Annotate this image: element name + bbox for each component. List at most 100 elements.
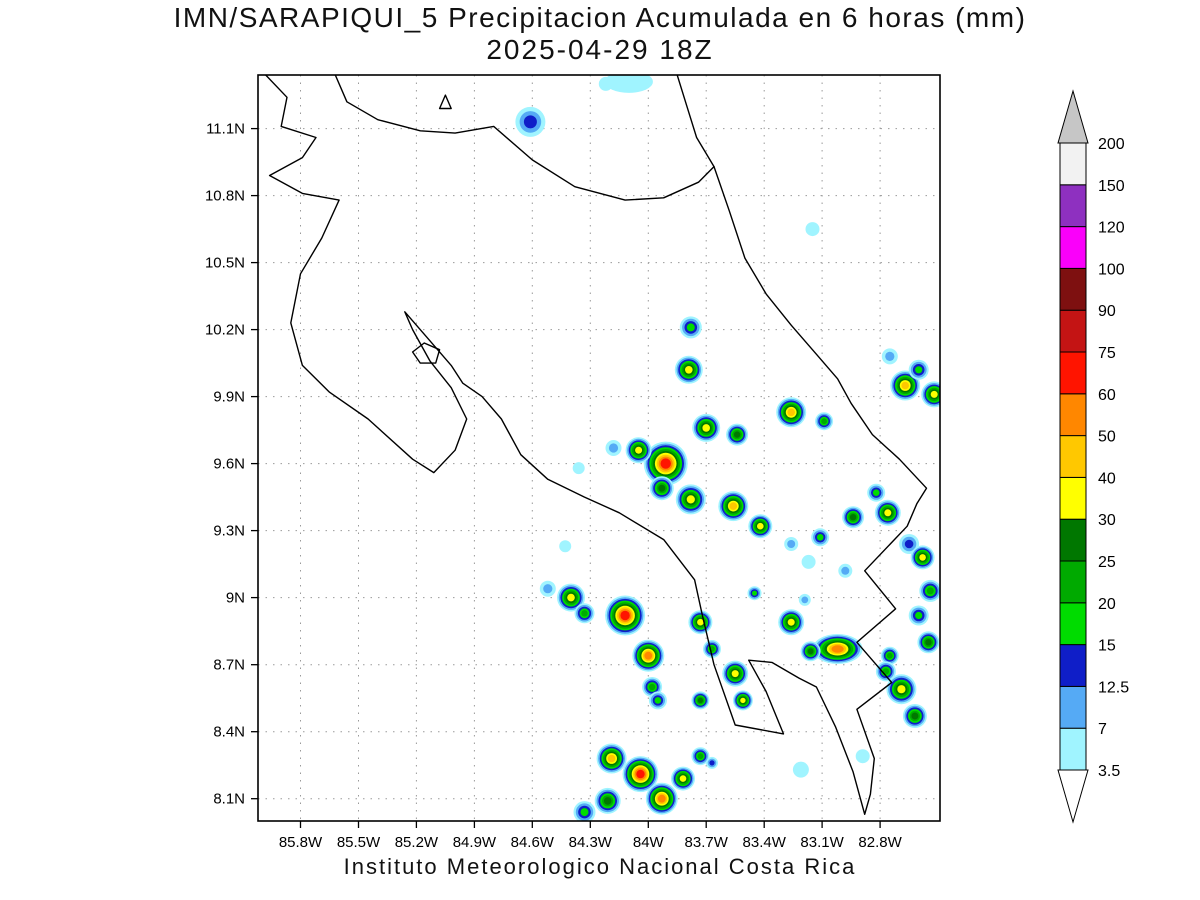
lon-label: 85.2W <box>395 834 439 851</box>
colorbar-segment <box>1059 644 1087 687</box>
precip-ring <box>930 390 938 398</box>
precip-cell <box>515 106 546 137</box>
precip-cell <box>867 483 886 502</box>
colorbar-label: 150 <box>1098 178 1125 195</box>
colorbar-segment <box>1059 351 1087 395</box>
precip-cell <box>726 423 749 446</box>
colorbar-label: 40 <box>1098 470 1116 487</box>
precip-ring <box>697 618 704 626</box>
lon-label: 85.8W <box>279 834 323 851</box>
chart-subtitle: 2025-04-29 18Z <box>486 34 714 65</box>
precip-ring <box>709 760 715 766</box>
precip-cell <box>605 595 646 636</box>
precip-ring <box>757 522 764 530</box>
lat-label: 10.5N <box>205 255 245 272</box>
precip-ring <box>925 639 932 646</box>
coastline <box>438 94 452 110</box>
precip-cell <box>692 413 721 442</box>
colorbar-label: 12.5 <box>1098 679 1129 696</box>
precip-cell <box>875 661 896 682</box>
precip-cell <box>874 499 901 526</box>
precip-ring <box>697 697 703 704</box>
precip-ring <box>559 540 572 553</box>
lat-label: 8.1N <box>213 791 245 808</box>
precip-ring <box>926 587 934 595</box>
precip-cell <box>632 639 665 672</box>
lat-label: 9.3N <box>213 523 245 540</box>
colorbar-segment <box>1059 602 1087 646</box>
precip-ring <box>787 408 795 417</box>
precip-ring <box>608 443 619 453</box>
precip-ring <box>603 797 612 805</box>
precip-cell <box>886 674 917 705</box>
precip-cell <box>801 554 816 569</box>
precip-ring <box>821 418 827 425</box>
precip-ring <box>801 596 809 604</box>
colorbar: 3.5 7 12.5 15 20 25 30 40 50 60 75 90 100 120 150 200 <box>1057 89 1129 824</box>
colorbar-segment <box>1059 476 1087 520</box>
precip-cell <box>598 76 613 91</box>
precip-cell <box>539 580 556 597</box>
lon-label: 84.9W <box>453 834 497 851</box>
precip-ring <box>636 769 645 779</box>
precip-cell <box>908 359 929 380</box>
lon-label: 85.5W <box>337 834 381 851</box>
precip-cell <box>910 545 935 570</box>
precip-ring <box>657 794 666 803</box>
lat-label: 9.9N <box>213 389 245 406</box>
lon-label: 82.8W <box>858 834 902 851</box>
lat-label: 9N <box>226 590 245 607</box>
colorbar-label: 200 <box>1098 136 1125 153</box>
precip-cell <box>776 397 807 428</box>
lat-label: 9.6N <box>213 456 245 473</box>
precip-ring <box>644 651 653 660</box>
precip-cell <box>748 514 773 539</box>
precip-ring <box>733 431 741 438</box>
colorbar-segment <box>1059 309 1087 353</box>
precip-cell <box>706 756 718 769</box>
precip-ring <box>915 611 923 620</box>
precip-ring <box>580 808 589 817</box>
precip-ring <box>697 753 704 760</box>
precip-cell <box>902 704 927 728</box>
precip-cell <box>643 441 688 486</box>
precip-ring <box>604 75 653 93</box>
colorbar-segment <box>1059 560 1087 604</box>
precip-ring <box>787 540 796 548</box>
precip-ring <box>915 366 923 374</box>
precip-cell <box>881 348 898 365</box>
precip-cell <box>688 610 713 635</box>
map-frame <box>257 74 941 822</box>
colorbar-label: 120 <box>1098 220 1125 237</box>
map-layers <box>258 75 940 821</box>
colorbar-segment <box>1059 142 1087 186</box>
colorbar-label: 75 <box>1098 345 1116 362</box>
precip-ring <box>792 761 809 778</box>
colorbar-segment <box>1059 435 1087 478</box>
colorbar-label: 60 <box>1098 387 1116 404</box>
precip-cell <box>722 660 749 687</box>
lon-label: 84.3W <box>569 834 613 851</box>
precip-ring <box>787 618 795 626</box>
coastline <box>411 342 441 364</box>
precip-ring <box>607 754 616 763</box>
precip-cell <box>594 787 621 814</box>
precip-ring <box>901 381 909 390</box>
precip-ring <box>598 76 613 91</box>
colorbar-label: 7 <box>1098 721 1107 738</box>
precip-ring <box>886 652 893 659</box>
precip-cell <box>649 476 674 501</box>
colorbar-segment <box>1059 226 1087 269</box>
precip-cell <box>792 761 809 778</box>
coastline <box>264 75 928 815</box>
precip-ring <box>648 683 656 691</box>
precip-ring <box>660 458 671 469</box>
precip-ring <box>740 697 746 704</box>
precip-cell <box>805 222 820 237</box>
precip-ring <box>729 502 738 510</box>
colorbar-segment <box>1059 518 1087 562</box>
precip-cell <box>919 579 940 602</box>
precip-cell <box>622 756 659 793</box>
precip-ring <box>855 749 870 764</box>
